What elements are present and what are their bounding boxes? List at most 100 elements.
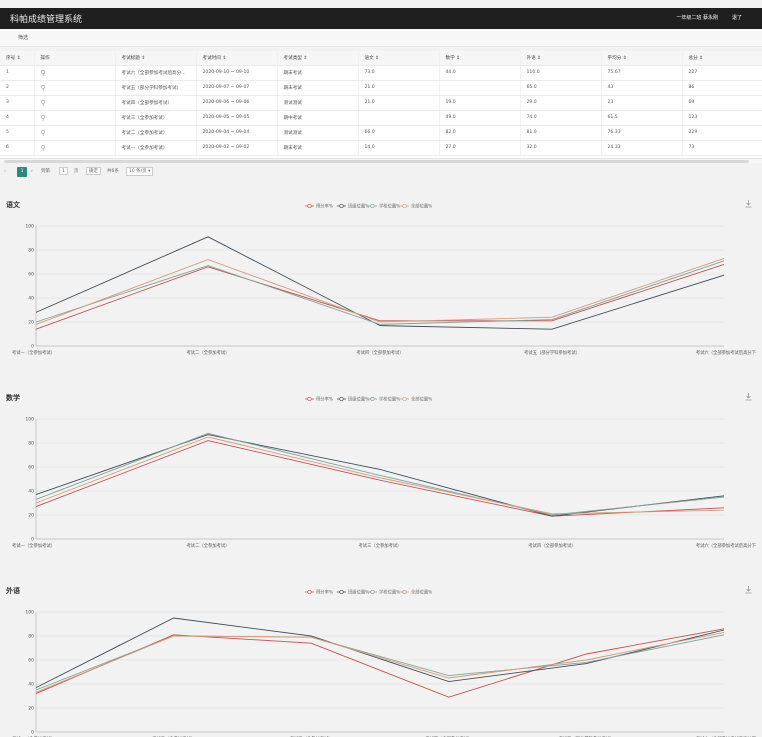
- column-header[interactable]: 语文 ⇕: [358, 51, 440, 66]
- table-cell: 32.0: [520, 140, 602, 156]
- table-cell: 29.0: [520, 95, 602, 111]
- table-row[interactable]: 3 ⚲ 考试四（全部参加考试） 2020-09-06 ~ 09-06 测试测试 21.0 1…: [0, 95, 762, 111]
- column-header[interactable]: 考试标题 ⇕: [115, 51, 197, 66]
- table-cell: 66.0: [358, 125, 440, 141]
- page-size-select[interactable]: 10 条/页 ▾: [126, 167, 154, 176]
- table-cell: 考试三（全参加考试）: [115, 110, 197, 126]
- table-cell: 21.0: [358, 95, 440, 111]
- series-line: [35, 634, 725, 691]
- series-line: [35, 257, 725, 325]
- chart-title: 语文: [6, 201, 20, 209]
- line-chart-english: 得分率%班级位置%学校位置%全部位置%020406080100考试一（全参加考试…: [12, 589, 757, 737]
- y-tick-label: 60: [28, 272, 34, 278]
- column-header[interactable]: 考试类型 ⇕: [277, 51, 359, 66]
- y-tick-label: 0: [31, 730, 34, 736]
- filter-button[interactable]: 筛选: [18, 35, 29, 41]
- y-tick-label: 40: [28, 296, 34, 302]
- x-tick-label: 考试四（全部参加考试）: [528, 542, 575, 549]
- goto-page-input[interactable]: 1: [59, 167, 68, 175]
- table-cell: 61.5: [601, 110, 683, 126]
- page-unit-label: 页: [74, 169, 79, 174]
- view-detail-icon[interactable]: ⚲: [34, 140, 116, 156]
- legend-item: 全部位置%: [400, 396, 432, 403]
- y-tick-label: 20: [28, 320, 34, 326]
- view-detail-icon[interactable]: ⚲: [34, 110, 116, 126]
- series-line: [35, 263, 725, 330]
- download-icon[interactable]: [745, 200, 752, 208]
- page-current[interactable]: 1: [17, 167, 27, 177]
- view-detail-icon[interactable]: ⚲: [34, 80, 116, 96]
- y-tick-label: 0: [31, 344, 34, 350]
- table-cell: 期末考试: [277, 140, 359, 156]
- legend-item: 得分率%: [305, 589, 333, 596]
- table-cell: 75.67: [601, 65, 683, 81]
- series-line: [35, 631, 725, 693]
- table-row[interactable]: 5 ⚲ 考试二（全参加考试） 2020-09-04 ~ 09-04 测试测试 66.0 82…: [0, 125, 762, 141]
- series-line: [35, 432, 725, 516]
- table-cell: 24.33: [601, 140, 683, 156]
- table-cell: 73.0: [358, 65, 440, 81]
- table-cell: 81.0: [520, 125, 602, 141]
- view-detail-icon[interactable]: ⚲: [34, 125, 116, 141]
- table-cell: 4: [0, 110, 35, 126]
- view-detail-icon[interactable]: ⚲: [34, 65, 116, 81]
- table-cell: 229: [682, 125, 762, 141]
- table-cell: 考试二（全参加考试）: [115, 125, 197, 141]
- y-tick-label: 60: [28, 465, 34, 471]
- table-cell: 110.0: [520, 65, 602, 81]
- column-header[interactable]: 总分 ⇕: [682, 51, 762, 66]
- top-bar: 科帕成绩管理系统 一年级二班 蔡永刚 退了: [0, 8, 762, 29]
- exam-table: 序号 ⇕ 操作 考试标题 ⇕ 考试时间 ⇕ 考试类型 ⇕ 语文 ⇕ 数学 ⇕ 外语 ⇕ 平均分 …: [0, 51, 762, 159]
- table-row[interactable]: 6 ⚲ 考试一（全参加考试） 2020-09-02 ~ 09-02 期末考试 14.0 27…: [0, 140, 762, 156]
- column-header[interactable]: 考试时间 ⇕: [196, 51, 278, 66]
- table-cell: 49.0: [439, 110, 521, 126]
- legend-marker: [402, 396, 407, 402]
- goto-confirm-button[interactable]: 确定: [86, 167, 101, 175]
- legend-marker: [370, 589, 375, 595]
- table-cell: 69: [682, 95, 762, 111]
- table-row[interactable]: 2 ⚲ 考试五（部分学科参加考试） 2020-09-07 ~ 09-07 期末考试 21.…: [0, 80, 762, 96]
- legend-marker: [370, 203, 375, 209]
- table-cell: 44.0: [439, 65, 521, 81]
- app-title: 科帕成绩管理系统: [10, 15, 83, 25]
- view-detail-icon[interactable]: ⚲: [34, 95, 116, 111]
- x-tick-label: 考试三（全参加考试）: [359, 542, 402, 549]
- download-icon[interactable]: [745, 586, 752, 594]
- legend-label: 全部位置%: [411, 589, 432, 596]
- table-cell: 227: [682, 65, 762, 81]
- legend-marker: [402, 589, 407, 595]
- table-cell: 6: [0, 140, 35, 156]
- column-header[interactable]: 操作: [34, 51, 116, 66]
- table-cell: 1: [0, 65, 35, 81]
- line-chart-chinese: 得分率% 班级位置% 学校位置% 全部位置% 0 20 40 60 80 100 考试一（全参加考试…: [12, 203, 757, 356]
- table-cell: 3: [0, 95, 35, 111]
- prev-page-icon[interactable]: ‹: [4, 169, 6, 174]
- column-header[interactable]: 数学 ⇕: [439, 51, 521, 66]
- user-info[interactable]: 一年级二班 蔡永刚: [676, 15, 718, 21]
- chart-english: 外语 得分率%班级位置%学校位置%全部位置%020406080100考试一（全参…: [0, 586, 762, 737]
- table-cell: 21.0: [358, 80, 440, 96]
- next-page-icon[interactable]: ›: [31, 169, 33, 174]
- scrollbar-thumb[interactable]: [4, 160, 749, 163]
- table-cell: 期末考试: [277, 65, 359, 81]
- logout-link[interactable]: 退了: [731, 15, 742, 21]
- y-tick-label: 80: [28, 248, 34, 254]
- legend-label: 得分率%: [316, 396, 333, 403]
- y-tick-label: 0: [31, 537, 34, 543]
- table-cell: 考试一（全参加考试）: [115, 140, 197, 156]
- x-tick-label: 考试二（全参加考试）: [187, 349, 230, 356]
- table-cell: 测试测试: [277, 125, 359, 141]
- table-cell: [439, 80, 521, 96]
- table-cell: [358, 110, 440, 126]
- column-header[interactable]: 外语 ⇕: [520, 51, 602, 66]
- table-row[interactable]: 1 ⚲ 考试六（全部参加考试后高分... 2020-09-10 ~ 09-10 期末考试…: [0, 65, 762, 81]
- column-header[interactable]: 序号 ⇕: [0, 51, 35, 66]
- download-icon[interactable]: [745, 393, 752, 401]
- column-header[interactable]: 平均分 ⇕: [601, 51, 683, 66]
- table-cell: 测试测试: [277, 95, 359, 111]
- table-scrollbar[interactable]: [0, 158, 762, 163]
- table-row[interactable]: 4 ⚲ 考试三（全参加考试） 2020-09-05 ~ 09-05 期中考试 49.0 74…: [0, 110, 762, 126]
- chart-chinese: 语文 得分率% 班级位置% 学校位置% 全部位置% 0 20 40 60 80 100 考试一（全参…: [0, 200, 762, 360]
- series-line: [35, 628, 725, 698]
- x-tick-label: 考试四（全部参加考试）: [356, 349, 403, 356]
